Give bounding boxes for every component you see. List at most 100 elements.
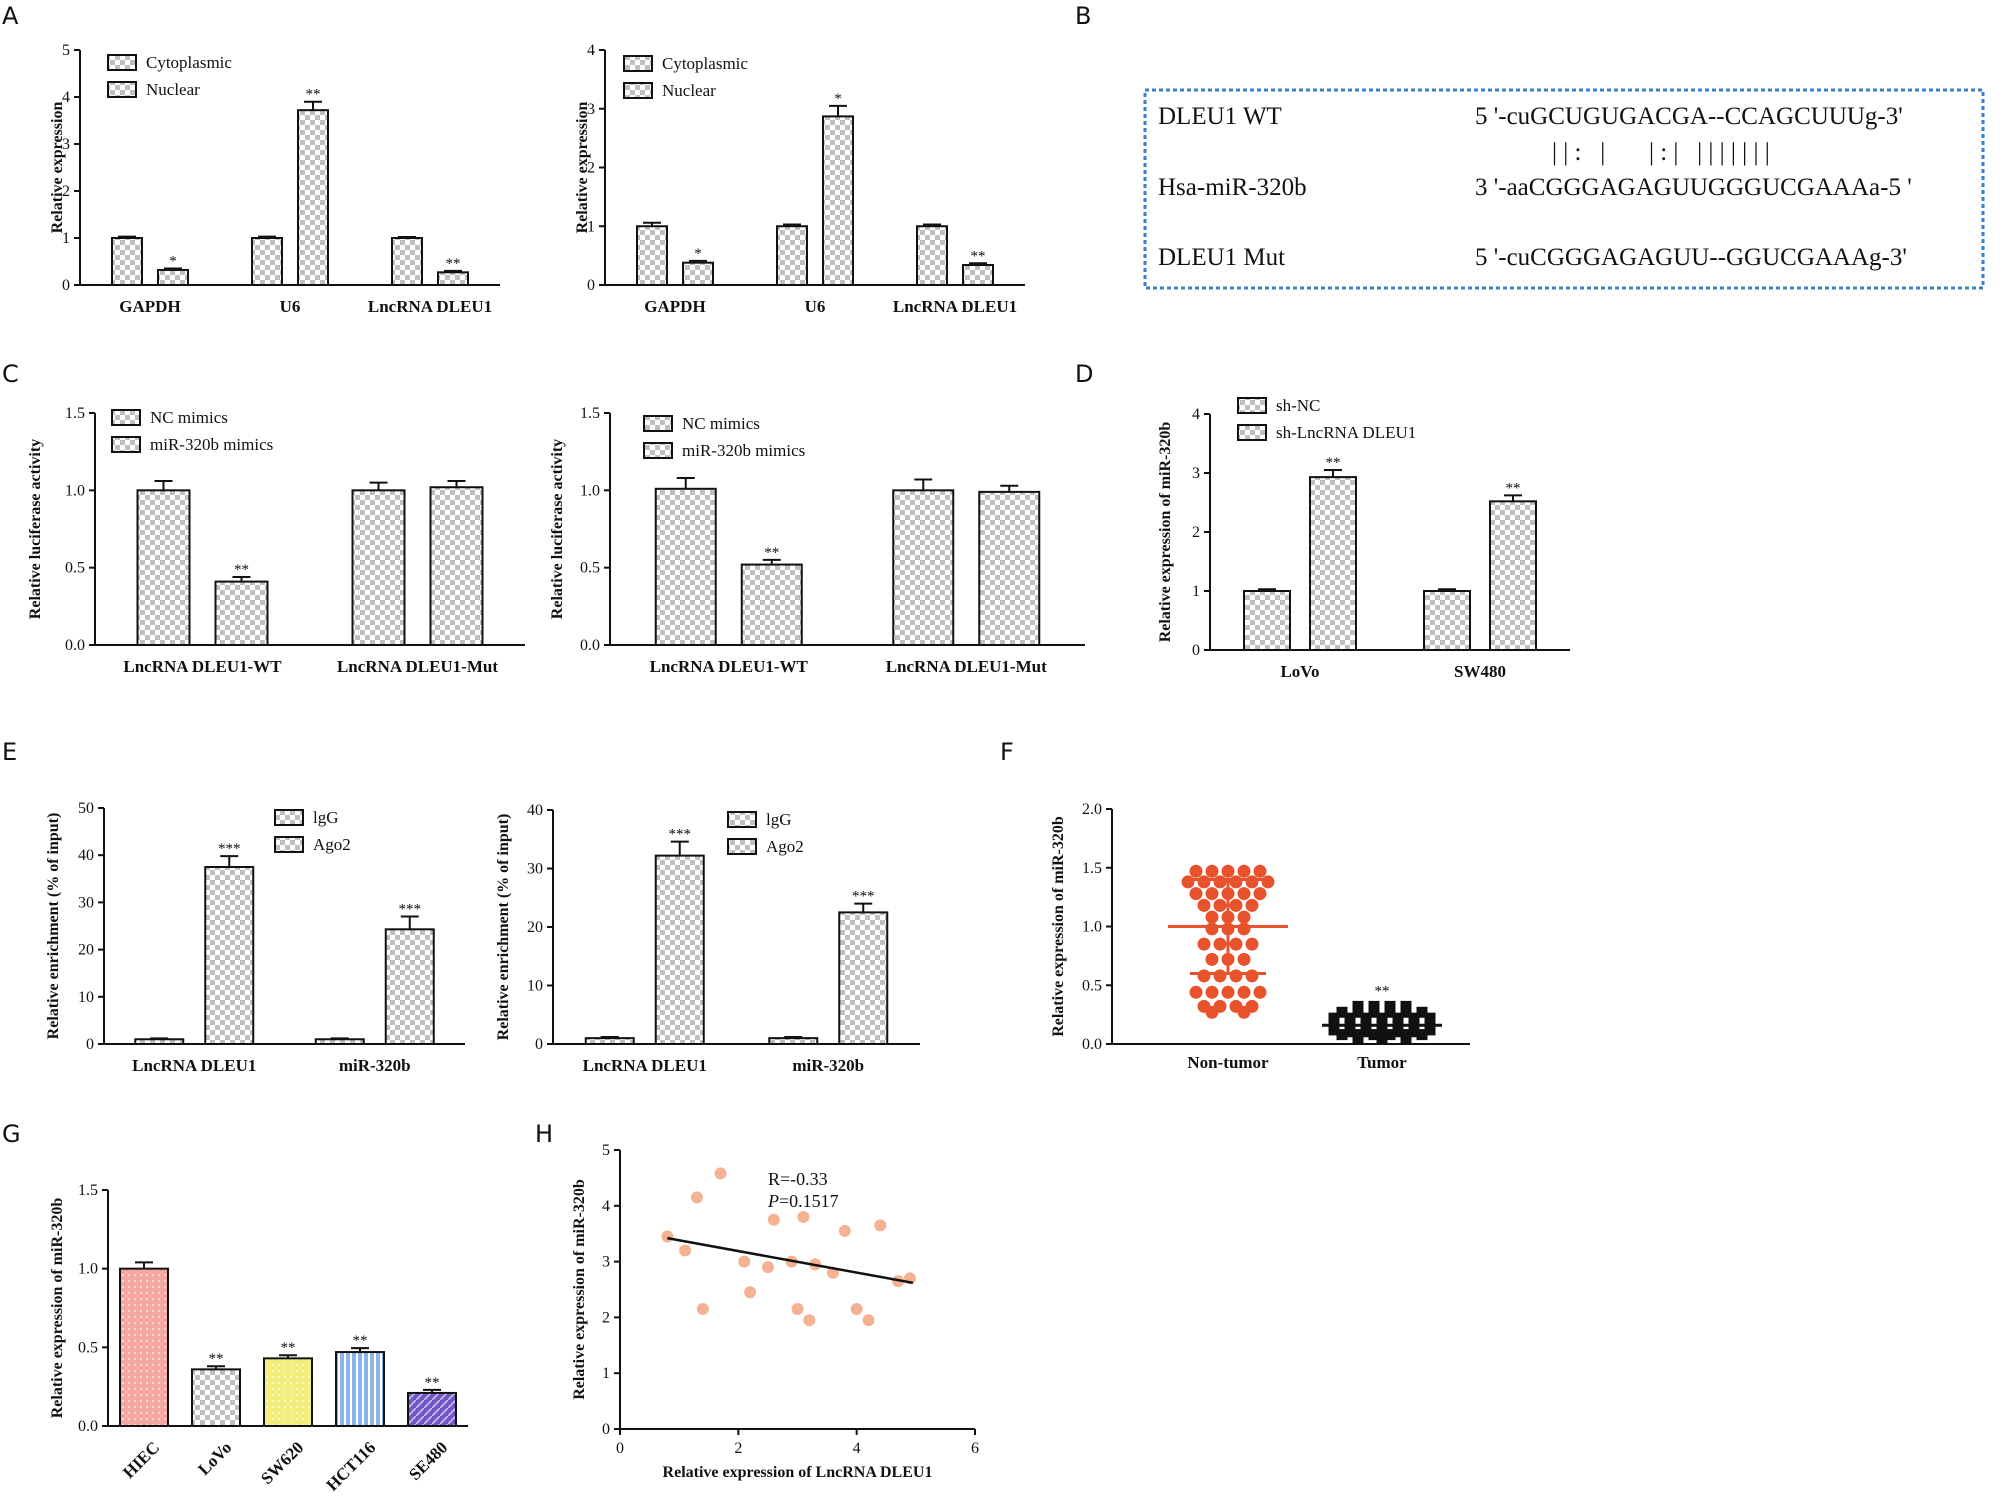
y-tick-label: 0	[1192, 642, 1200, 659]
legend-swatch-1-outline	[727, 838, 757, 855]
data-point	[1205, 952, 1219, 966]
data-point	[803, 1314, 816, 1327]
panel-letter-c: C	[2, 360, 19, 388]
bar-0-0-texture	[137, 490, 190, 645]
data-point	[1205, 985, 1219, 999]
bar-1-0	[351, 489, 406, 647]
data-point	[1189, 887, 1203, 901]
bar-2-1	[962, 264, 994, 286]
bar-2-texture	[264, 1358, 312, 1426]
data-point	[1352, 1000, 1364, 1012]
bar-0-1	[1309, 476, 1357, 651]
legend-label: Nuclear	[146, 80, 200, 99]
legend-swatch-0-texture	[624, 56, 652, 71]
seq-mir-320b: 3 '-aaCGGGAGAGUUGGGUCGAAAa-5 '	[1475, 174, 1912, 201]
bar-0	[119, 1267, 169, 1427]
category-label: HIEC	[119, 1438, 163, 1482]
y-tick-label: 0	[602, 1421, 610, 1438]
bar-1-1-texture	[385, 929, 434, 1044]
y-tick-label: 0.5	[1082, 977, 1102, 994]
legend-swatch-0-texture	[644, 416, 672, 431]
y-tick-label: 4	[602, 1198, 610, 1215]
category-label: HCT116	[322, 1438, 379, 1495]
sequence-alignment-panel: DLEU1 WT 5 '-cuGCUGUGACGA--CCAGCUUUg-3' …	[1143, 88, 1985, 290]
bar-2	[263, 1357, 313, 1428]
legend-label: lgG	[766, 810, 792, 829]
data-point	[679, 1244, 692, 1257]
y-tick-label: 0	[62, 277, 70, 294]
y-tick-label: 3	[1192, 465, 1200, 482]
data-point	[1360, 1024, 1372, 1036]
y-tick-label: 3	[602, 1254, 610, 1271]
bar-1-0	[251, 237, 283, 286]
bar-4	[407, 1391, 457, 1427]
y-tick-label: 1	[1192, 583, 1200, 600]
panel-letter-a: A	[2, 2, 19, 30]
legend-swatch-1-outline	[623, 82, 653, 99]
bar-1	[191, 1368, 241, 1427]
data-point	[1205, 864, 1219, 878]
x-axis-label: Relative expression of LncRNA DLEU1	[663, 1464, 933, 1481]
legend-swatch-0-texture	[1238, 398, 1266, 413]
y-axis-label: Relative enrichment (% of input)	[495, 814, 512, 1041]
bar-2-1-texture	[963, 265, 993, 285]
data-point	[1189, 864, 1203, 878]
chart-g: 0.0 0.5 1.0 1.5 Relative expression of miR-3…	[49, 1182, 468, 1495]
legend-label: Cytoplasmic	[146, 53, 232, 72]
bar-1-0-texture	[1424, 591, 1470, 650]
data-point	[1245, 969, 1259, 983]
category-label: SE480	[405, 1438, 451, 1484]
legend-swatch-1	[107, 81, 137, 98]
y-tick-label: 1.5	[1082, 860, 1102, 877]
significance-label: **	[1375, 984, 1390, 1000]
significance-label: ***	[852, 889, 875, 905]
y-tick-label: 0.0	[1082, 1036, 1102, 1053]
bar-2-0-texture	[392, 238, 422, 285]
p-value-label: P=0.1517	[767, 1191, 839, 1211]
bar-0-0	[654, 487, 717, 646]
bar-0-0-texture	[1244, 591, 1290, 650]
y-tick-label: 0	[535, 1036, 543, 1053]
y-axis-label: Relative expression of miR-320b	[1157, 422, 1174, 643]
panel-letter-d: D	[1075, 360, 1093, 388]
data-point	[738, 1255, 751, 1268]
y-tick-label: 1	[602, 1365, 610, 1382]
legend-swatch-0	[643, 415, 673, 432]
significance-label: **	[353, 1333, 368, 1349]
panel-letter-h: H	[535, 1120, 553, 1148]
panel-letter-b: B	[1075, 2, 1091, 30]
y-tick-label: 1	[587, 218, 595, 235]
y-tick-label: 1.5	[78, 1182, 98, 1199]
data-point	[797, 1210, 810, 1223]
category-label: GAPDH	[644, 297, 705, 316]
category-label: LncRNA DLEU1	[368, 297, 492, 316]
data-point	[1360, 1012, 1372, 1024]
significance-label: ***	[669, 827, 692, 843]
data-point	[761, 1261, 774, 1274]
x-tick-label: 6	[971, 1440, 979, 1457]
data-point	[1229, 875, 1243, 889]
legend-swatch-0-texture	[728, 812, 756, 827]
y-tick-label: 5	[62, 42, 70, 59]
y-tick-label: 2.0	[1082, 801, 1102, 818]
bar-0-1-texture	[158, 269, 188, 285]
data-point	[1197, 898, 1211, 912]
bar-0-1	[214, 580, 269, 647]
bar-1-0-texture	[777, 226, 807, 285]
y-axis-label: Relative expression	[49, 102, 66, 234]
y-tick-label: 2	[62, 183, 70, 200]
data-point	[1336, 1006, 1348, 1018]
category-label: LncRNA DLEU1	[893, 297, 1017, 316]
significance-label: *	[694, 246, 702, 262]
legend-swatch-0-outline	[727, 811, 757, 828]
legend-swatch-1	[623, 82, 653, 99]
legend-swatch-0-texture	[275, 810, 303, 825]
bar-1-1	[838, 911, 889, 1045]
category-label: U6	[805, 297, 826, 316]
data-point	[1416, 1006, 1428, 1018]
data-point	[862, 1314, 875, 1327]
bar-0-0	[111, 237, 143, 286]
p-symbol: P	[767, 1191, 779, 1211]
panel-letter-e: E	[2, 738, 17, 766]
data-point	[1237, 985, 1251, 999]
